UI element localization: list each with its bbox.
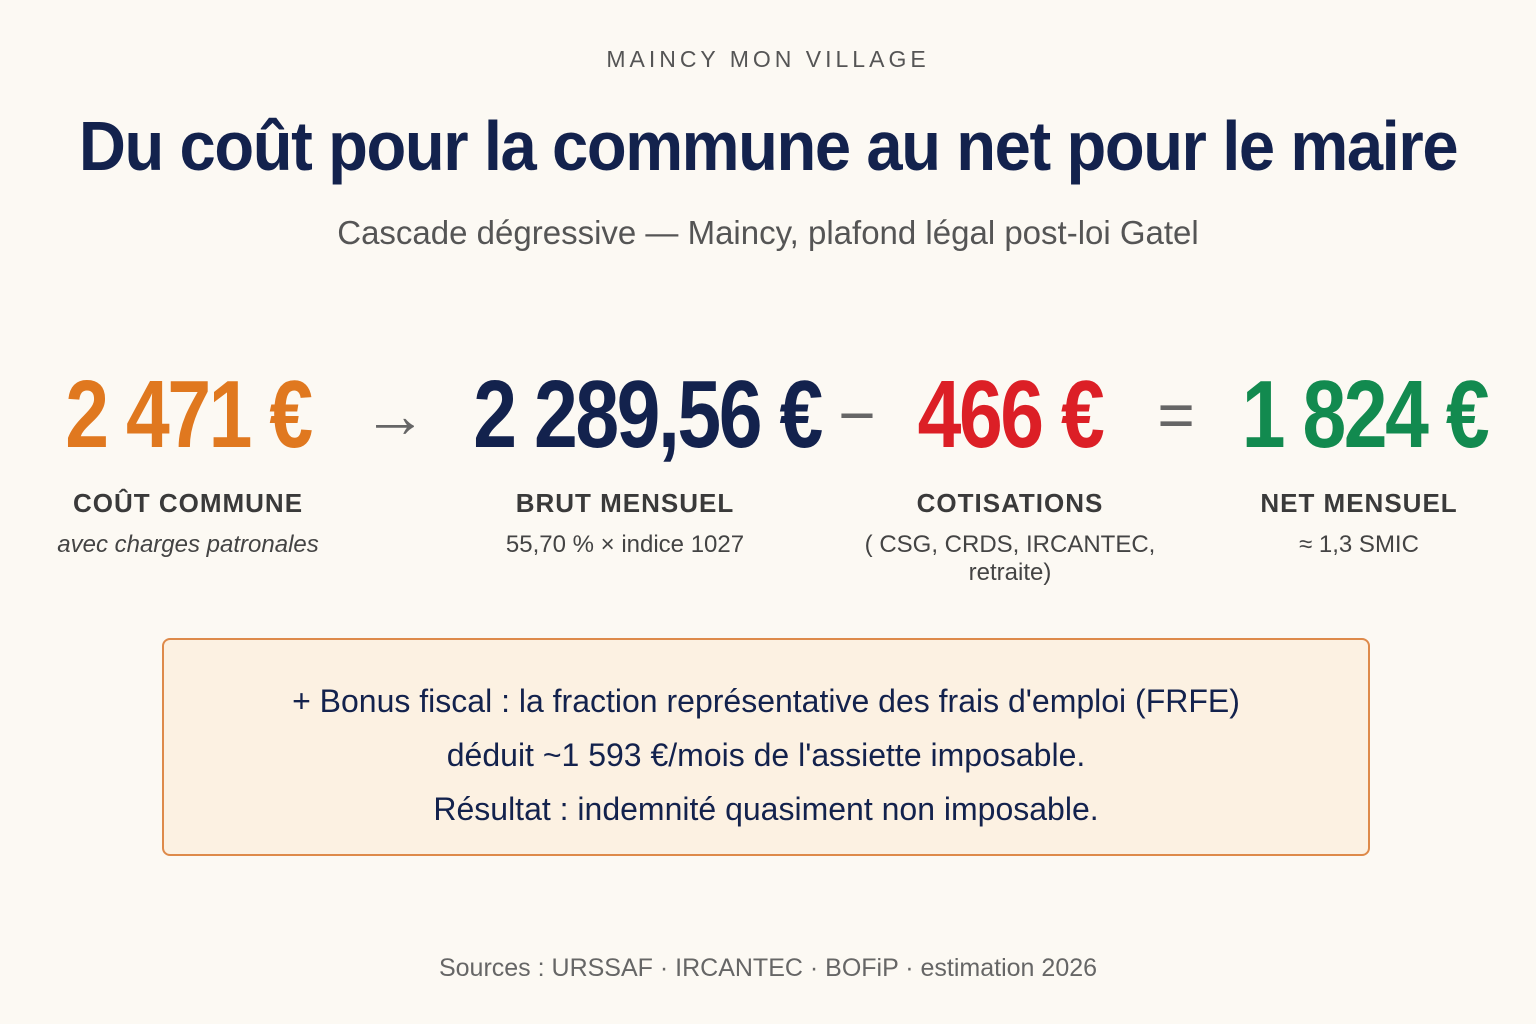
net-label: NET MENSUEL (1260, 488, 1458, 518)
page-subtitle: Cascade dégressive — Maincy, plafond lég… (337, 214, 1199, 251)
contributions-amount: 466 € (917, 361, 1105, 468)
cost-caption: avec charges patronales (57, 531, 319, 558)
cascade: 2 471 € COÛT COMMUNE avec charges patron… (0, 360, 1536, 586)
net-block: 1 824 € NET MENSUEL ≈ 1,3 SMIC (1216, 360, 1502, 559)
cost-block: 2 471 € COÛT COMMUNE avec charges patron… (30, 360, 346, 559)
net-caption: ≈ 1,3 SMIC (1299, 531, 1419, 558)
cost-label: COÛT COMMUNE (72, 488, 304, 518)
equals-icon: = (1157, 379, 1195, 451)
net-amount: 1 824 € (1241, 361, 1490, 468)
gross-label: BRUT MENSUEL (515, 488, 735, 518)
sources: Sources : URSSAF · IRCANTEC · BOFiP · es… (438, 954, 1098, 982)
gross-caption: 55,70 % × indice 1027 (505, 531, 745, 558)
gross-amount: 2 289,56 € (473, 361, 823, 468)
note-line-3: Résultat : indemnité quasiment non impos… (433, 791, 1099, 827)
note-line-1: + Bonus fiscal : la fraction représentat… (292, 683, 1240, 719)
site-name: MAINCY MON VILLAGE (606, 46, 930, 72)
gross-block: 2 289,56 € BRUT MENSUEL 55,70 % × indice… (440, 360, 823, 559)
arrow-icon: → (363, 379, 427, 451)
note-line-2: déduit ~1 593 €/mois de l'assiette impos… (446, 737, 1086, 773)
page-title: Du coût pour la commune au net pour le m… (78, 107, 1459, 185)
contributions-block: 466 € COTISATIONS ( CSG, CRDS, IRCANTEC,… (830, 360, 1190, 587)
tax-bonus-note: + Bonus fiscal : la fraction représentat… (162, 638, 1370, 856)
contributions-caption: ( CSG, CRDS, IRCANTEC, retraite) (864, 531, 1156, 586)
minus-icon: − (838, 379, 876, 451)
cost-amount: 2 471 € (65, 361, 313, 468)
contributions-label: COTISATIONS (916, 488, 1104, 518)
